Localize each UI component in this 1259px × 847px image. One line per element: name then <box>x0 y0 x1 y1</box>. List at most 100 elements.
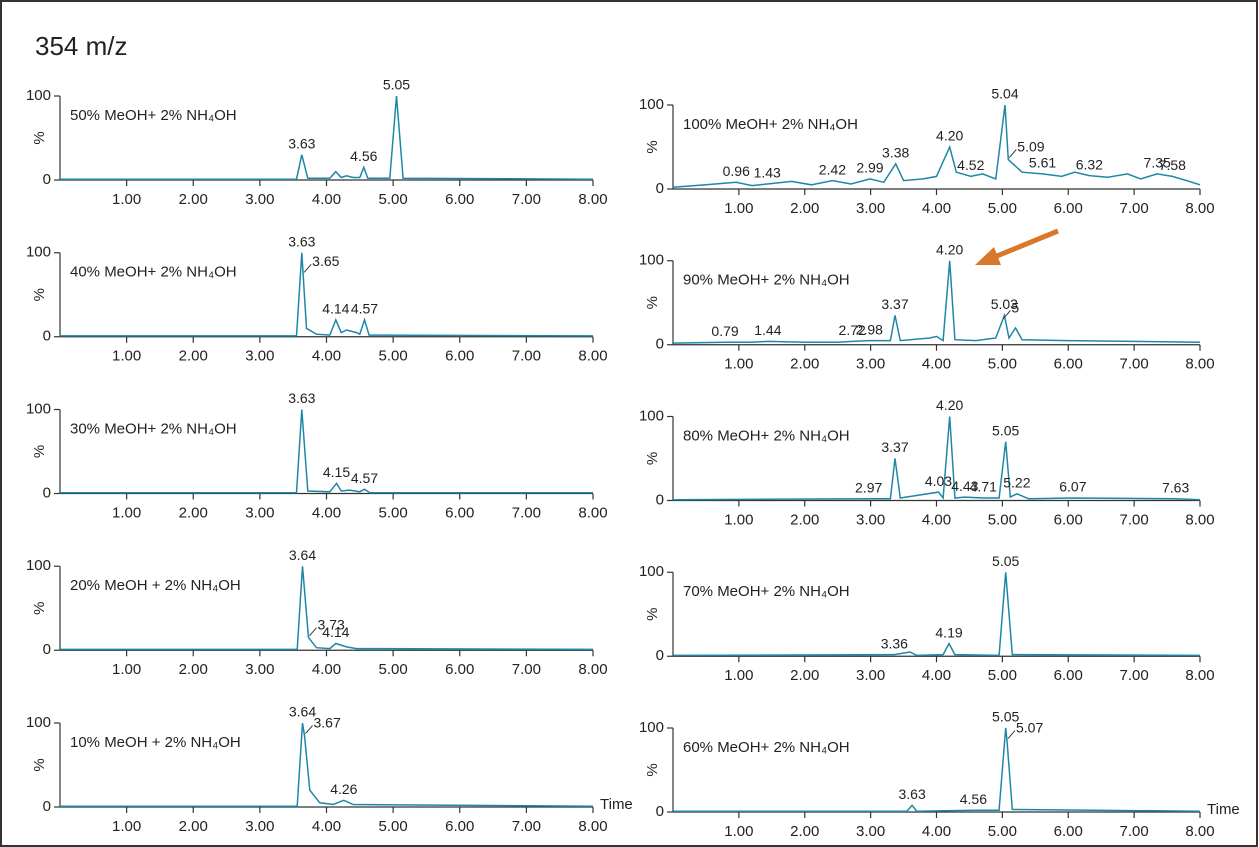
trace <box>672 260 1201 344</box>
x-tick-label: 7.00 <box>512 661 541 678</box>
leader <box>305 725 313 734</box>
x-tick-label: 5.00 <box>379 661 408 678</box>
y-axis-label: % <box>644 296 661 309</box>
x-tick-label: 1.00 <box>724 356 753 373</box>
peak-label: 0.79 <box>711 323 738 339</box>
x-tick-label: 3.00 <box>245 504 274 521</box>
y-tick-label: 100 <box>26 557 51 574</box>
peak-label: 3.38 <box>882 145 909 161</box>
panel-label: 30% MeOH+ 2% NH₄OH <box>70 420 237 437</box>
x-tick-label: 1.00 <box>724 823 753 840</box>
x-tick-label: 8.00 <box>578 818 607 835</box>
y-tick-label: 100 <box>639 719 664 736</box>
y-tick-label: 100 <box>639 563 664 580</box>
y-axis-label: % <box>31 131 48 144</box>
y-tick-label: 100 <box>26 87 51 104</box>
leader <box>309 627 317 636</box>
x-tick-label: 2.00 <box>790 667 819 684</box>
x-tick-label: 5.00 <box>988 356 1017 373</box>
x-tick-label: 3.00 <box>856 667 885 684</box>
peak-label: 3.63 <box>288 390 315 406</box>
panel-label: 90% MeOH+ 2% NH₄OH <box>683 272 850 289</box>
x-tick-label: 5.00 <box>988 200 1017 217</box>
trace <box>60 722 594 807</box>
peak-label: 3.63 <box>288 233 315 249</box>
x-tick-label: 2.00 <box>179 348 208 365</box>
y-tick-label: 0 <box>43 484 51 501</box>
y-axis-label: % <box>644 763 661 776</box>
x-tick-label: 7.00 <box>1120 356 1149 373</box>
x-tick-label: 2.00 <box>179 818 208 835</box>
x-tick-label: 7.00 <box>512 504 541 521</box>
peak-label: 5.05 <box>992 709 1019 725</box>
peak-label: 3.63 <box>288 136 315 152</box>
x-tick-label: 8.00 <box>1185 356 1214 373</box>
x-tick-label: 5.00 <box>988 511 1017 528</box>
x-tick-label: 1.00 <box>112 504 141 521</box>
x-tick-label: 6.00 <box>1054 823 1083 840</box>
peak-label: 4.15 <box>323 464 350 480</box>
x-tick-label: 8.00 <box>578 191 607 208</box>
chromatogram-panel: 0 100% 1.00 2.00 3.00 4.00 5.00 6.00 7.00 8.00 40%… <box>26 233 608 364</box>
peak-label: 5.07 <box>1016 719 1043 735</box>
x-tick-label: 3.00 <box>245 818 274 835</box>
peak-label: 7.35 <box>1144 155 1171 171</box>
x-axis-label: Time <box>1207 801 1240 818</box>
y-tick-label: 0 <box>43 171 51 188</box>
x-tick-label: 3.00 <box>245 191 274 208</box>
peak-label: 4.03 <box>925 473 952 489</box>
x-tick-label: 5.00 <box>379 504 408 521</box>
arrow <box>975 228 1059 265</box>
x-tick-label: 3.00 <box>245 661 274 678</box>
peak-label: 4.52 <box>957 157 984 173</box>
panel-label: 100% MeOH+ 2% NH₄OH <box>683 116 858 133</box>
x-tick-label: 3.00 <box>856 511 885 528</box>
x-tick-label: 6.00 <box>445 818 474 835</box>
y-tick-label: 0 <box>43 328 51 345</box>
panel-label: 80% MeOH+ 2% NH₄OH <box>683 427 850 444</box>
x-tick-label: 3.00 <box>856 200 885 217</box>
x-tick-label: 3.00 <box>856 356 885 373</box>
peak-label: 6.07 <box>1059 479 1086 495</box>
x-tick-label: 2.00 <box>790 511 819 528</box>
chromatogram-panel: 0 100% 1.00 2.00 3.00 4.00 5.00 6.00 7.00 8.00 20%… <box>26 547 608 678</box>
panel-label: 50% MeOH+ 2% NH₄OH <box>70 107 237 124</box>
x-tick-label: 6.00 <box>1054 200 1083 217</box>
peak-label: 5.61 <box>1029 155 1056 171</box>
x-tick-label: 1.00 <box>112 348 141 365</box>
x-tick-label: 5.00 <box>379 818 408 835</box>
x-tick-label: 4.00 <box>312 818 341 835</box>
peak-label: 3.37 <box>881 439 908 455</box>
peak-label: 4.57 <box>351 470 378 486</box>
peak-label: 3.67 <box>314 714 341 730</box>
peak-label: 0.96 <box>723 163 750 179</box>
x-tick-label: 1.00 <box>724 511 753 528</box>
x-tick-label: 8.00 <box>578 661 607 678</box>
peak-label: 4.20 <box>936 128 963 144</box>
x-tick-label: 5.00 <box>379 348 408 365</box>
chromatogram-panel: 0 100% 1.00 2.00 3.00 4.00 5.00 6.00 7.00 8.00 50%… <box>26 77 608 208</box>
x-tick-label: 4.00 <box>312 348 341 365</box>
y-tick-label: 0 <box>656 336 664 353</box>
chromatogram-panel: 0 100% 1.00 2.00 3.00 4.00 5.00 6.00 7.00 8.00 100… <box>639 86 1215 217</box>
peak-label: 7.63 <box>1162 480 1189 496</box>
peak-label: 4.14 <box>322 624 349 640</box>
y-tick-label: 0 <box>656 803 664 820</box>
peak-label: 2.98 <box>856 321 883 337</box>
peak-label: 4.57 <box>351 301 378 317</box>
x-tick-label: 1.00 <box>724 667 753 684</box>
peak-label: 3.36 <box>881 635 908 651</box>
y-axis-label: % <box>31 288 48 301</box>
peak-label: 2.97 <box>855 480 882 496</box>
y-axis-label: % <box>31 445 48 458</box>
trace <box>672 416 1201 501</box>
trace <box>60 409 593 494</box>
x-tick-label: 2.00 <box>179 504 208 521</box>
x-tick-label: 2.00 <box>179 191 208 208</box>
x-tick-label: 3.00 <box>245 348 274 365</box>
x-tick-label: 1.00 <box>724 200 753 217</box>
peak-label: 2.99 <box>856 160 883 176</box>
x-tick-label: 6.00 <box>445 191 474 208</box>
panel-label: 60% MeOH+ 2% NH₄OH <box>683 739 850 756</box>
